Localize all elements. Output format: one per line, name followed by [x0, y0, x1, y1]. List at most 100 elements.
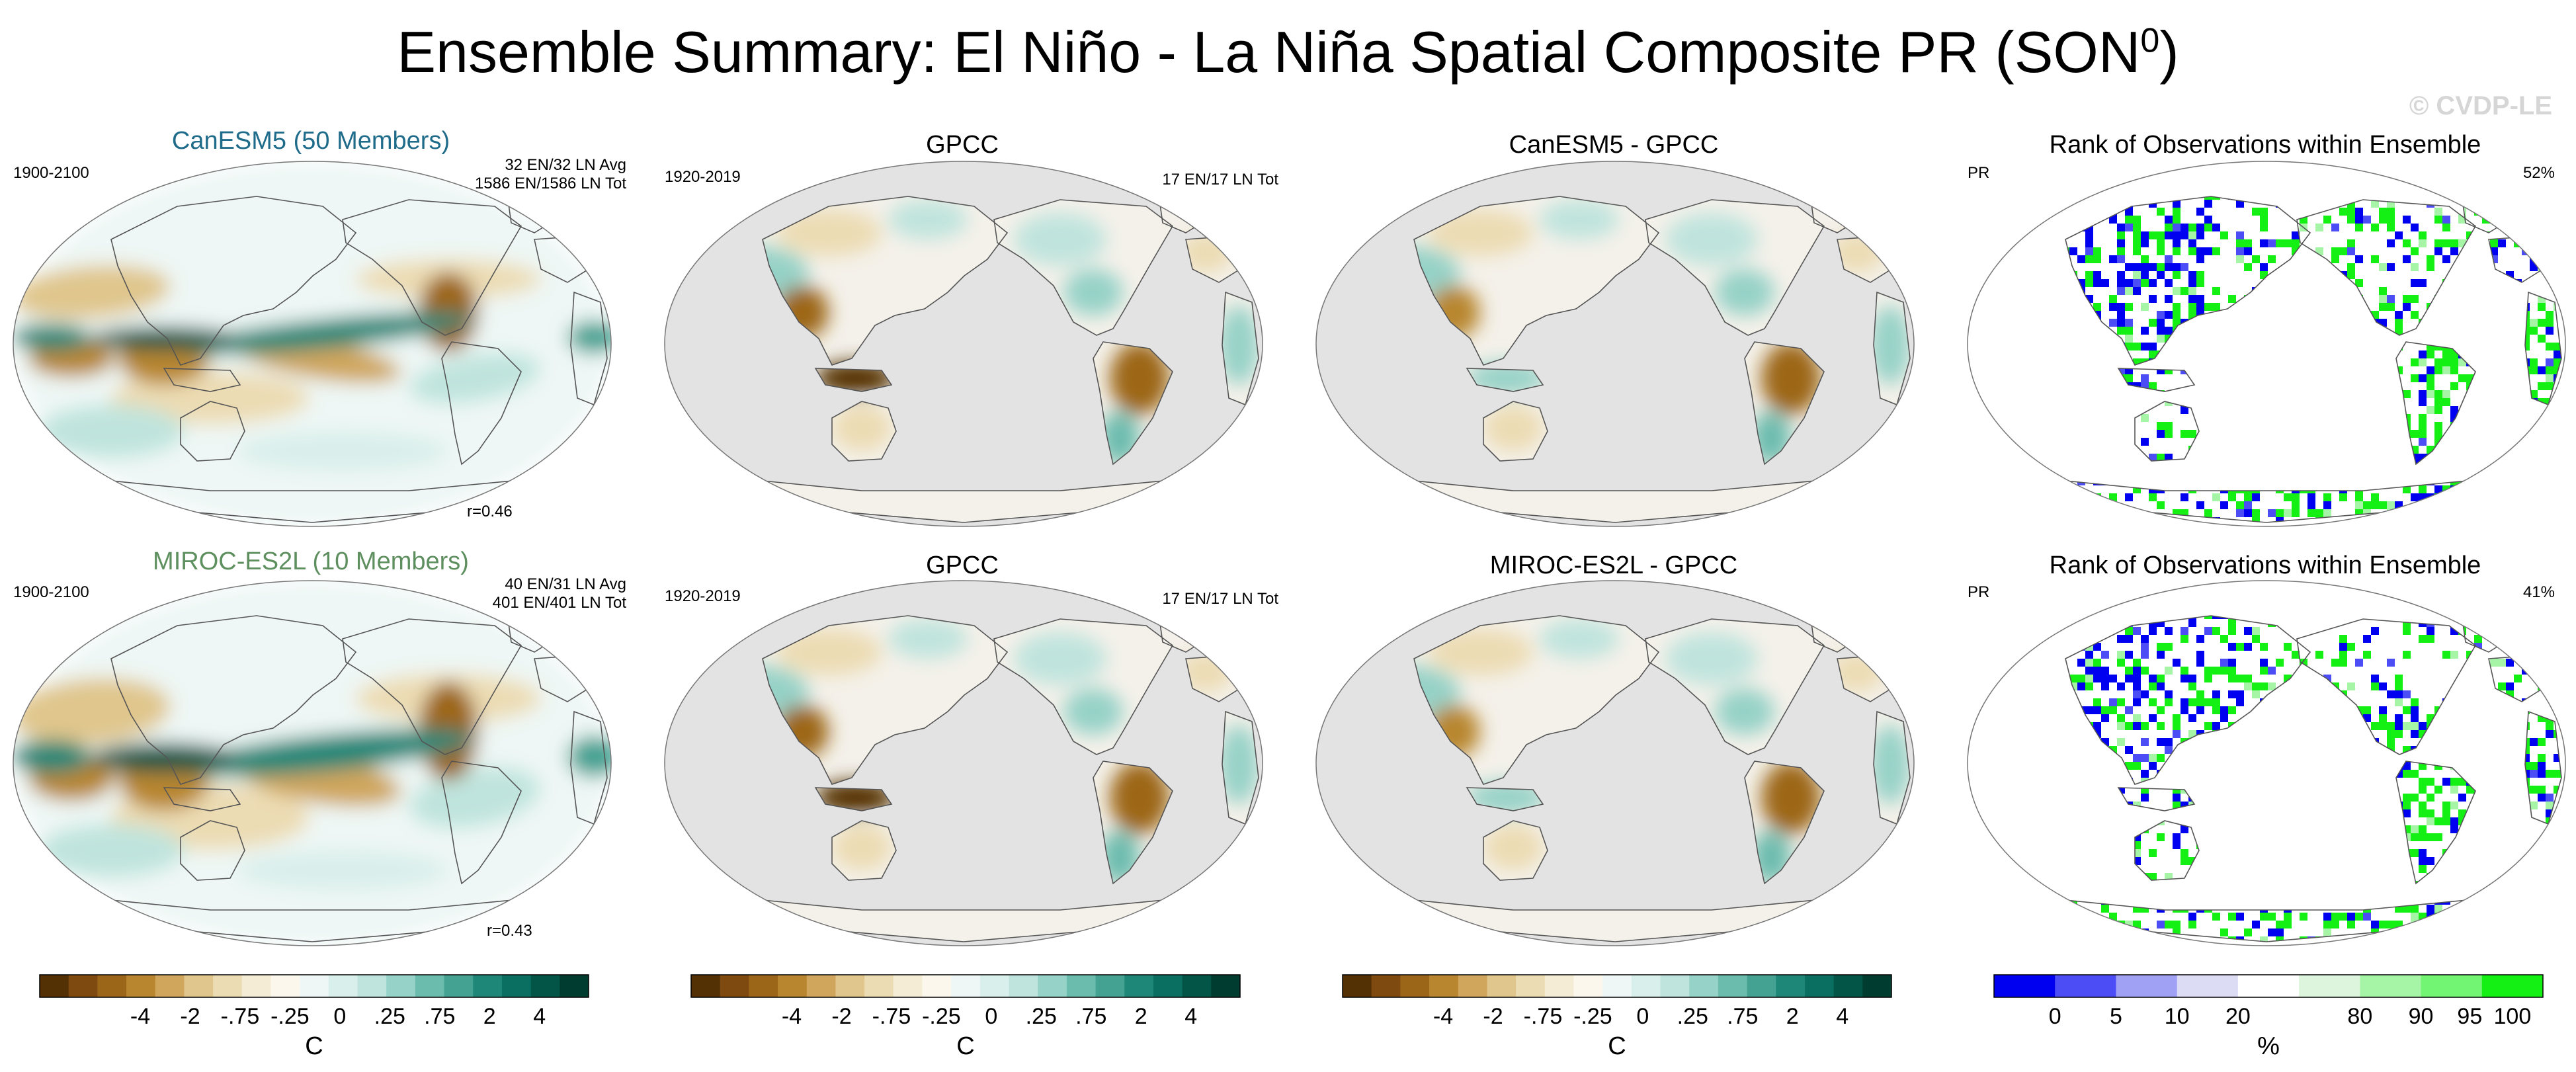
rank-cell — [1990, 438, 1998, 446]
rank-cell — [2498, 889, 2506, 897]
rank-cell — [2165, 667, 2173, 675]
rank-cell — [2538, 897, 2546, 905]
rank-cell — [2490, 493, 2498, 501]
rank-cell — [2530, 263, 2538, 271]
rank-cell — [2260, 667, 2268, 675]
rank-cell — [2125, 667, 2133, 675]
rank-cell — [2522, 446, 2530, 454]
rank-cell — [2085, 595, 2093, 603]
rank-cell — [2514, 509, 2522, 517]
rank-cell — [2006, 928, 2014, 936]
colorbar-tick-label: 90 — [2409, 1004, 2434, 1029]
rank-cell — [2323, 509, 2331, 517]
rank-cell — [2411, 730, 2419, 738]
rank-cell — [2522, 470, 2530, 477]
rank-cell — [2498, 525, 2506, 533]
rank-cell — [2395, 311, 2403, 319]
rank-cell — [2181, 627, 2188, 635]
rank-cell — [2133, 247, 2141, 255]
colorbar-swatch — [749, 975, 778, 997]
rank-cell — [2371, 921, 2379, 928]
colorbar-swatch — [1124, 975, 1154, 997]
rank-cell — [1974, 857, 1982, 865]
rank-cell — [2522, 501, 2530, 509]
rank-cell — [2434, 208, 2442, 216]
rank-cell — [2188, 921, 2196, 928]
rank-cell — [2546, 374, 2554, 382]
rank-cell — [2141, 271, 2149, 279]
rank-cell — [2181, 675, 2188, 682]
rank-cell — [1982, 184, 1990, 192]
rank-cell — [2109, 913, 2117, 921]
rank-cell — [2427, 936, 2434, 942]
rank-cell — [1974, 224, 1982, 231]
rank-cell — [2387, 936, 2395, 942]
rank-cell — [2085, 247, 2093, 255]
rank-cell — [2085, 651, 2093, 659]
rank-cell — [2196, 247, 2204, 255]
rank-cell — [2276, 509, 2284, 517]
colorbar-swatch — [2177, 975, 2239, 997]
rank-cell — [2165, 746, 2173, 754]
anomaly-patch — [832, 405, 892, 451]
rank-cell — [2006, 603, 2014, 611]
rank-cell — [2069, 913, 2077, 921]
rank-cell — [2022, 944, 2030, 952]
rank-cell — [2419, 374, 2427, 382]
rank-cell — [2411, 279, 2419, 287]
rank-cell — [2284, 493, 2292, 501]
rank-cell — [2403, 303, 2411, 311]
rank-cell — [2133, 675, 2141, 682]
colorbar-swatch — [951, 975, 981, 997]
rank-cell — [2387, 587, 2395, 595]
colorbar-swatch — [1487, 975, 1517, 997]
rank-cell — [2554, 279, 2561, 287]
colorbar-tick-label: 4 — [533, 1004, 546, 1029]
rank-cell — [2260, 263, 2268, 271]
rank-cell — [2125, 208, 2133, 216]
rank-cell — [2538, 335, 2546, 343]
rank-cell — [2522, 873, 2530, 881]
anomaly-patch — [13, 265, 171, 320]
colorbar-swatch — [40, 975, 69, 997]
anomaly-patch — [1110, 342, 1169, 415]
colorbar-tick-label: -.75 — [1524, 1004, 1563, 1029]
rank-cell — [2546, 343, 2554, 350]
rank-cell — [2419, 778, 2427, 786]
rank-cell — [2371, 682, 2379, 690]
rank-cell — [2363, 913, 2371, 921]
rank-cell — [2538, 928, 2546, 936]
colorbar-swatch — [2421, 975, 2483, 997]
rank-cell — [2506, 587, 2514, 595]
rank-cell — [2093, 271, 2101, 279]
rank-cell — [2554, 770, 2561, 778]
rank-cell — [2522, 579, 2530, 587]
rank-cell — [2165, 690, 2173, 698]
rank-cell — [2554, 398, 2561, 406]
rank-cell — [2522, 231, 2530, 239]
rank-cell — [2284, 643, 2292, 651]
rank-cell — [2188, 271, 2196, 279]
rank-cell — [2014, 611, 2022, 619]
rank-cell — [2038, 595, 2046, 603]
rank-cell — [2292, 239, 2300, 247]
rank-cell — [2173, 833, 2181, 841]
rank-cell — [1966, 200, 1974, 208]
rank-cell — [2331, 659, 2339, 667]
rank-cell — [2442, 255, 2450, 263]
rank-cell — [2561, 168, 2569, 176]
rank-cell — [2228, 706, 2236, 714]
map-panel-5 — [13, 580, 612, 946]
rank-cell — [2157, 160, 2165, 168]
rank-cell — [2220, 659, 2228, 667]
rank-cell — [2014, 184, 2022, 192]
rank-cell — [2117, 271, 2125, 279]
rank-cell — [1990, 659, 1998, 667]
rank-cell — [2252, 493, 2260, 501]
rank-cell — [2323, 928, 2331, 936]
rank-cell — [2538, 738, 2546, 746]
rank-cell — [2133, 682, 2141, 690]
anomaly-patch — [1427, 210, 1533, 256]
rank-cell — [1982, 849, 1990, 857]
rank-cell — [2149, 319, 2157, 327]
